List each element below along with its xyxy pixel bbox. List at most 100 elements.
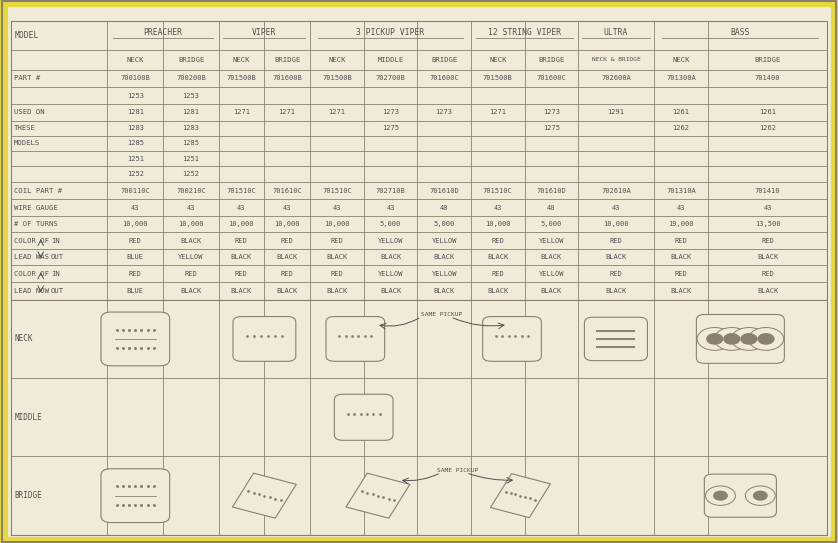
Text: BLUE: BLUE bbox=[127, 254, 144, 260]
Text: 700100B: 700100B bbox=[121, 75, 150, 81]
Text: WIRE GAUGE: WIRE GAUGE bbox=[14, 205, 58, 211]
Text: 1281: 1281 bbox=[183, 109, 199, 116]
Text: PREACHER: PREACHER bbox=[143, 28, 183, 36]
Text: OUT: OUT bbox=[51, 288, 64, 294]
Text: NECK: NECK bbox=[127, 56, 144, 63]
Text: 43: 43 bbox=[187, 205, 195, 211]
Text: 700210C: 700210C bbox=[176, 188, 206, 194]
Text: YELLOW: YELLOW bbox=[432, 237, 457, 244]
Text: BLACK: BLACK bbox=[605, 254, 627, 260]
Text: SAME PICKUP: SAME PICKUP bbox=[422, 312, 463, 317]
Text: YELLOW: YELLOW bbox=[378, 237, 403, 244]
Text: ULTRA: ULTRA bbox=[603, 28, 628, 36]
Text: 1253: 1253 bbox=[127, 92, 144, 99]
Text: 43: 43 bbox=[763, 205, 772, 211]
Text: RED: RED bbox=[330, 270, 344, 277]
Text: RED: RED bbox=[129, 270, 142, 277]
Text: RED: RED bbox=[330, 237, 344, 244]
Text: 1271: 1271 bbox=[278, 109, 296, 116]
Text: BLACK: BLACK bbox=[277, 254, 297, 260]
Text: # OF TURNS: # OF TURNS bbox=[14, 221, 58, 228]
Text: BLACK: BLACK bbox=[326, 288, 348, 294]
Text: MIDDLE: MIDDLE bbox=[377, 56, 404, 63]
Text: OUT: OUT bbox=[51, 254, 64, 260]
Text: BLACK: BLACK bbox=[277, 288, 297, 294]
Text: 701500B: 701500B bbox=[322, 75, 352, 81]
Text: 702610A: 702610A bbox=[601, 188, 631, 194]
Text: 1273: 1273 bbox=[543, 109, 560, 116]
Text: 702600A: 702600A bbox=[601, 75, 631, 81]
Text: 701510C: 701510C bbox=[483, 188, 513, 194]
Text: 702710B: 702710B bbox=[375, 188, 406, 194]
Text: 5,000: 5,000 bbox=[433, 221, 455, 228]
Text: MODEL: MODEL bbox=[14, 31, 39, 40]
Text: 701510C: 701510C bbox=[322, 188, 352, 194]
Text: 1291: 1291 bbox=[608, 109, 624, 116]
Text: YELLOW: YELLOW bbox=[378, 270, 403, 277]
Text: RED: RED bbox=[491, 270, 504, 277]
Text: RED: RED bbox=[761, 237, 774, 244]
Text: 43: 43 bbox=[282, 205, 292, 211]
Text: 1275: 1275 bbox=[543, 125, 560, 131]
Text: BLACK: BLACK bbox=[541, 254, 562, 260]
Text: 1252: 1252 bbox=[127, 171, 144, 178]
Polygon shape bbox=[346, 473, 410, 518]
Text: RED: RED bbox=[675, 270, 687, 277]
FancyBboxPatch shape bbox=[11, 21, 827, 300]
FancyBboxPatch shape bbox=[334, 394, 393, 440]
Text: 10,000: 10,000 bbox=[229, 221, 254, 228]
Circle shape bbox=[706, 486, 736, 506]
Text: 1271: 1271 bbox=[233, 109, 250, 116]
Text: 1261: 1261 bbox=[672, 109, 690, 116]
Text: IN: IN bbox=[51, 270, 59, 277]
Text: THESE: THESE bbox=[14, 125, 36, 131]
Text: 701300A: 701300A bbox=[666, 75, 696, 81]
Circle shape bbox=[748, 327, 784, 350]
Text: 701610D: 701610D bbox=[536, 188, 566, 194]
Text: 700200B: 700200B bbox=[176, 75, 206, 81]
Text: BLACK: BLACK bbox=[433, 288, 455, 294]
Text: COLOR OF: COLOR OF bbox=[14, 270, 49, 277]
Text: 43: 43 bbox=[333, 205, 341, 211]
Circle shape bbox=[753, 491, 767, 500]
Text: 1251: 1251 bbox=[183, 155, 199, 162]
Circle shape bbox=[706, 334, 722, 344]
Text: BLACK: BLACK bbox=[433, 254, 455, 260]
Text: USED ON: USED ON bbox=[14, 109, 45, 116]
Text: BLACK: BLACK bbox=[605, 288, 627, 294]
Text: BLACK: BLACK bbox=[180, 237, 202, 244]
Text: RED: RED bbox=[281, 270, 293, 277]
Text: NECK: NECK bbox=[489, 56, 506, 63]
Text: 701310A: 701310A bbox=[666, 188, 696, 194]
FancyBboxPatch shape bbox=[584, 317, 648, 361]
Text: 1271: 1271 bbox=[328, 109, 345, 116]
Text: LEAD WAS: LEAD WAS bbox=[14, 254, 49, 260]
Text: BASS: BASS bbox=[731, 28, 750, 36]
Text: 1285: 1285 bbox=[127, 140, 144, 147]
Text: 40: 40 bbox=[440, 205, 448, 211]
Polygon shape bbox=[232, 473, 297, 518]
Text: 1252: 1252 bbox=[183, 171, 199, 178]
Text: 701510C: 701510C bbox=[226, 188, 256, 194]
Text: RED: RED bbox=[609, 270, 623, 277]
Text: 10,000: 10,000 bbox=[603, 221, 628, 228]
Text: RED: RED bbox=[761, 270, 774, 277]
Text: BLACK: BLACK bbox=[230, 254, 252, 260]
Text: 1275: 1275 bbox=[382, 125, 399, 131]
Text: BLACK: BLACK bbox=[487, 288, 509, 294]
Text: 1271: 1271 bbox=[489, 109, 506, 116]
Polygon shape bbox=[490, 473, 551, 517]
Text: RED: RED bbox=[675, 237, 687, 244]
Text: 40: 40 bbox=[547, 205, 556, 211]
Text: NECK & BRIDGE: NECK & BRIDGE bbox=[592, 57, 640, 62]
Text: BLACK: BLACK bbox=[757, 254, 779, 260]
Text: YELLOW: YELLOW bbox=[539, 270, 564, 277]
Circle shape bbox=[724, 334, 740, 344]
Text: SAME PICKUP: SAME PICKUP bbox=[437, 468, 478, 473]
FancyBboxPatch shape bbox=[233, 317, 296, 361]
Text: 1281: 1281 bbox=[127, 109, 144, 116]
Text: BLACK: BLACK bbox=[670, 254, 691, 260]
Text: 702700B: 702700B bbox=[375, 75, 406, 81]
Text: BRIDGE: BRIDGE bbox=[274, 56, 300, 63]
FancyBboxPatch shape bbox=[326, 317, 385, 361]
